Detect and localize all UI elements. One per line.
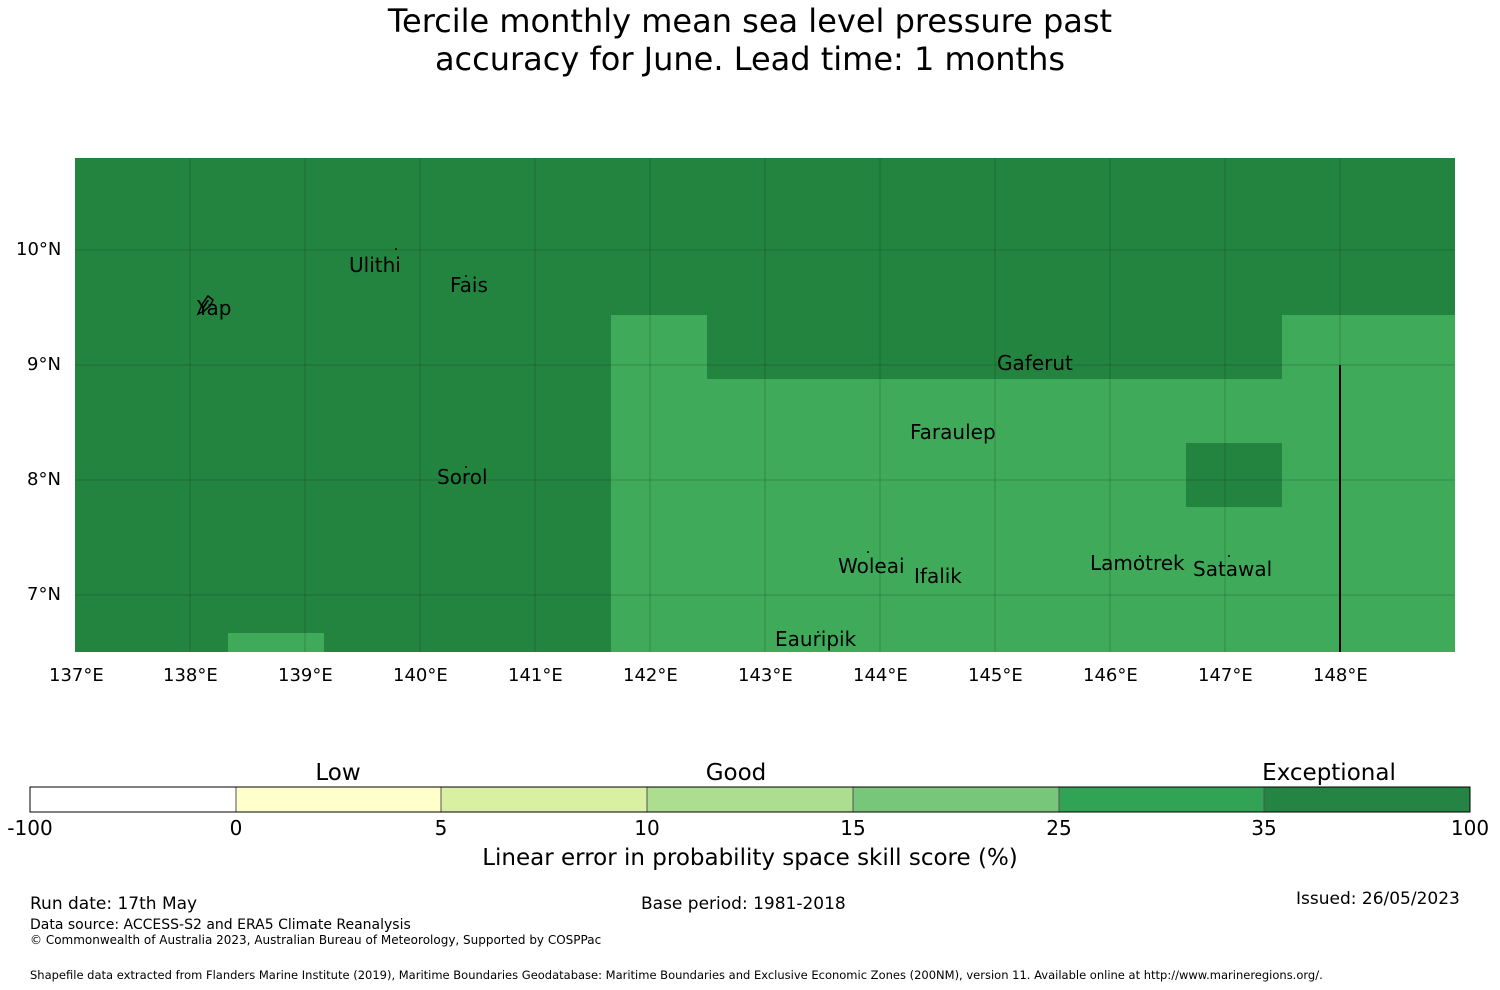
ulithi-island-dot bbox=[395, 248, 397, 250]
island-label-ifalik: Ifalik bbox=[914, 564, 962, 588]
colorbar-bin-1 bbox=[30, 787, 236, 812]
high-skill-region-small bbox=[228, 633, 324, 652]
colorbar-tick-minus100: -100 bbox=[7, 816, 53, 840]
lamotrek-island-dot bbox=[1139, 555, 1141, 557]
copyright: © Commonwealth of Australia 2023, Austra… bbox=[30, 933, 602, 947]
colorbar-bin-2 bbox=[236, 787, 441, 812]
yap-island-shape bbox=[196, 294, 214, 316]
lat-label-10n: 10°N bbox=[16, 239, 62, 260]
colorbar-category-exceptional: Exceptional bbox=[1262, 760, 1396, 786]
lat-label-9n: 9°N bbox=[27, 354, 61, 375]
island-label-faraulep: Faraulep bbox=[910, 420, 996, 444]
eauripik-island-dot bbox=[817, 631, 819, 633]
exceptional-region-patch bbox=[1186, 443, 1282, 507]
lon-label-141e: 141°E bbox=[508, 665, 563, 686]
island-label-eauripik: Eauripik bbox=[775, 627, 857, 651]
map-title-line1: Tercile monthly mean sea level pressure … bbox=[387, 2, 1113, 40]
lon-label-144e: 144°E bbox=[853, 665, 908, 686]
colorbar-bin-4 bbox=[647, 787, 853, 812]
colorbar-bin-5 bbox=[853, 787, 1059, 812]
lon-label-145e: 145°E bbox=[968, 665, 1023, 686]
island-label-ulithi: Ulithi bbox=[349, 253, 401, 277]
lon-label-138e: 138°E bbox=[163, 665, 218, 686]
issued-date: Issued: 26/05/2023 bbox=[1296, 889, 1460, 909]
colorbar-category-low: Low bbox=[315, 760, 361, 786]
island-label-fais: Fais bbox=[450, 273, 488, 297]
colorbar bbox=[29, 786, 1471, 813]
colorbar-bin-6 bbox=[1059, 787, 1264, 812]
lon-label-137e: 137°E bbox=[49, 665, 104, 686]
woleai-island-dot bbox=[867, 551, 869, 553]
base-period: Base period: 1981-2018 bbox=[641, 894, 846, 914]
lon-label-143e: 143°E bbox=[738, 665, 793, 686]
colorbar-tick-5: 5 bbox=[434, 816, 448, 840]
colorbar-label: Linear error in probability space skill … bbox=[482, 845, 1018, 871]
lon-label-140e: 140°E bbox=[393, 665, 448, 686]
island-label-satawal: Satawal bbox=[1193, 557, 1273, 581]
lon-label-148e: 148°E bbox=[1313, 665, 1368, 686]
island-label-yap: Yap bbox=[197, 296, 232, 320]
map-title-line2: accuracy for June. Lead time: 1 months bbox=[434, 40, 1066, 78]
colorbar-tick-25: 25 bbox=[1046, 816, 1072, 840]
island-label-woleai: Woleai bbox=[838, 554, 905, 578]
data-source: Data source: ACCESS-S2 and ERA5 Climate … bbox=[30, 917, 411, 933]
colorbar-tick-15: 15 bbox=[840, 816, 866, 840]
lat-label-8n: 8°N bbox=[27, 469, 61, 490]
island-label-sorol: Sorol bbox=[437, 465, 488, 489]
skill-map bbox=[75, 158, 1455, 652]
colorbar-tick-100: 100 bbox=[1450, 816, 1490, 840]
high-skill-region bbox=[611, 315, 1455, 652]
colorbar-tick-35: 35 bbox=[1251, 816, 1277, 840]
satawal-island-dot bbox=[1228, 555, 1230, 557]
colorbar-tick-10: 10 bbox=[634, 816, 660, 840]
island-label-gaferut: Gaferut bbox=[997, 351, 1073, 375]
lon-label-139e: 139°E bbox=[278, 665, 333, 686]
fais-island-dot bbox=[465, 275, 467, 277]
lon-label-147e: 147°E bbox=[1198, 665, 1253, 686]
lon-label-146e: 146°E bbox=[1083, 665, 1138, 686]
colorbar-tick-0: 0 bbox=[229, 816, 243, 840]
island-label-lamotrek: Lamotrek bbox=[1090, 551, 1185, 575]
lon-label-142e: 142°E bbox=[623, 665, 678, 686]
shapefile-credit: Shapefile data extracted from Flanders M… bbox=[30, 968, 1323, 982]
colorbar-frame bbox=[29, 786, 1471, 813]
colorbar-bin-7 bbox=[1264, 787, 1470, 812]
lat-label-7n: 7°N bbox=[27, 584, 61, 605]
colorbar-bin-3 bbox=[441, 787, 647, 812]
sorol-island-dot bbox=[465, 466, 467, 468]
run-date: Run date: 17th May bbox=[30, 894, 198, 914]
colorbar-category-good: Good bbox=[705, 760, 767, 786]
